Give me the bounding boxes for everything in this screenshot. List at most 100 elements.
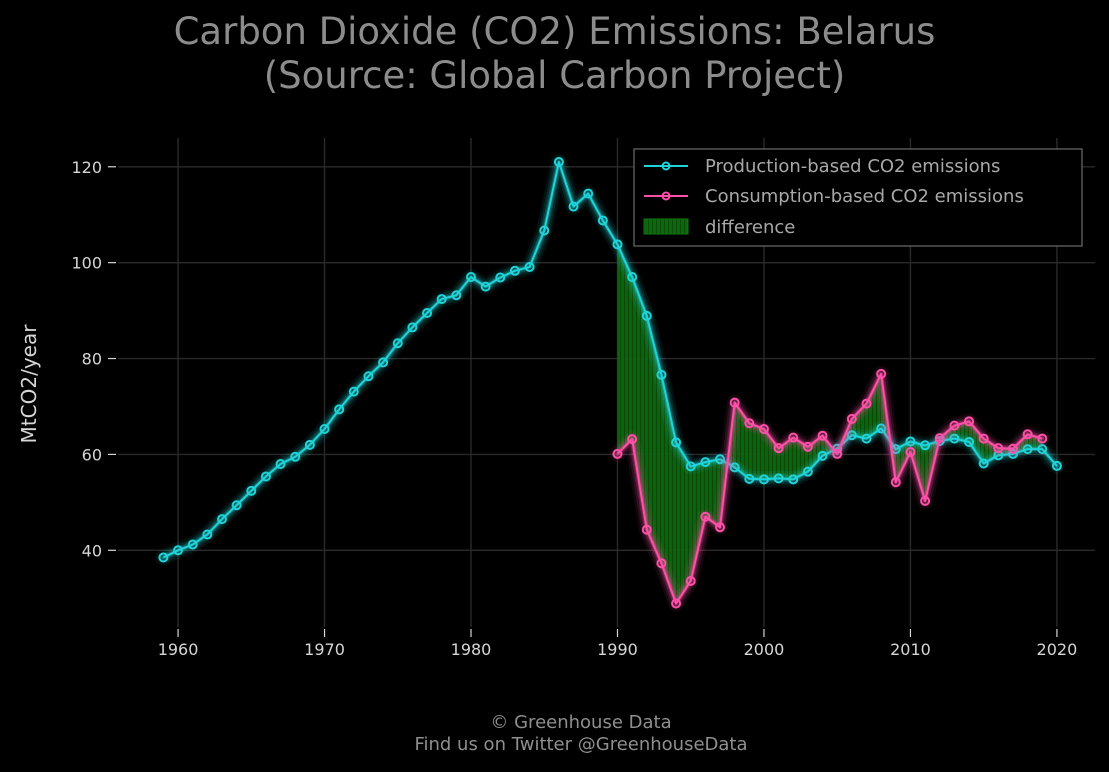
data-point: [363, 371, 374, 382]
data-point: [671, 598, 682, 609]
legend-consumption-label: Consumption-based CO2 emissions: [705, 186, 1024, 207]
data-point: [451, 290, 462, 301]
x-tick-label: 1970: [304, 640, 345, 659]
data-point: [964, 436, 975, 447]
data-point: [788, 432, 799, 443]
data-point: [480, 281, 491, 292]
data-point: [422, 307, 433, 318]
data-point: [612, 448, 623, 459]
x-tick-label: 2020: [1037, 640, 1078, 659]
x-tick-label: 1960: [158, 640, 199, 659]
data-point: [685, 575, 696, 586]
data-point: [407, 322, 418, 333]
data-point: [876, 423, 887, 434]
data-point: [993, 443, 1004, 454]
data-point: [304, 439, 315, 450]
legend-box: [633, 148, 1083, 247]
data-point: [744, 473, 755, 484]
data-point: [553, 156, 564, 167]
data-point: [216, 514, 227, 525]
data-point: [1022, 444, 1033, 455]
data-point: [290, 451, 301, 462]
data-point: [260, 471, 271, 482]
data-point: [846, 430, 857, 441]
data-point: [348, 386, 359, 397]
x-tick-label: 2000: [744, 640, 785, 659]
data-point: [978, 458, 989, 469]
data-point: [788, 474, 799, 485]
data-point: [758, 474, 769, 485]
data-point: [758, 424, 769, 435]
data-point: [583, 188, 594, 199]
data-point: [246, 485, 257, 496]
data-point: [817, 430, 828, 441]
data-point: [920, 495, 931, 506]
y-tick-label: 60: [82, 445, 102, 464]
x-tick-label: 2010: [890, 640, 931, 659]
series-lines: [155, 153, 1065, 612]
data-point: [231, 500, 242, 511]
data-point: [817, 450, 828, 461]
data-point: [539, 225, 550, 236]
data-point: [597, 215, 608, 226]
data-point: [861, 433, 872, 444]
data-point: [627, 434, 638, 445]
data-point: [1037, 444, 1048, 455]
data-point: [715, 454, 726, 465]
data-point: [890, 477, 901, 488]
data-point: [715, 522, 726, 533]
data-point: [802, 441, 813, 452]
y-tick-label: 80: [82, 350, 102, 369]
legend-production-label: Production-based CO2 emissions: [705, 156, 1000, 177]
data-point: [656, 369, 667, 380]
data-point: [905, 436, 916, 447]
footer-twitter: Find us on Twitter @GreenhouseData: [414, 734, 748, 755]
data-point: [641, 524, 652, 535]
series-consumption: [609, 365, 1051, 612]
chart-title-line-1: Carbon Dioxide (CO2) Emissions: Belarus: [173, 10, 936, 53]
data-point: [700, 457, 711, 468]
data-point: [700, 511, 711, 522]
data-point: [905, 447, 916, 458]
y-tick-label: 40: [82, 541, 102, 560]
data-point: [773, 443, 784, 454]
data-point: [832, 448, 843, 459]
data-point: [978, 433, 989, 444]
data-point: [627, 272, 638, 283]
data-point: [158, 552, 169, 563]
data-point: [671, 437, 682, 448]
data-point: [466, 272, 477, 283]
data-point: [612, 239, 623, 250]
data-point: [202, 529, 213, 540]
data-point: [729, 397, 740, 408]
data-point: [334, 404, 345, 415]
data-point: [509, 265, 520, 276]
data-point: [568, 201, 579, 212]
data-point: [495, 272, 506, 283]
data-point: [802, 466, 813, 477]
data-point: [861, 398, 872, 409]
series-production: [155, 153, 1065, 566]
data-point: [1007, 443, 1018, 454]
y-tick-label: 100: [71, 254, 102, 273]
data-point: [949, 433, 960, 444]
axis-ticks: 1960 1970 1980 1990 2000 2010 2020 40 60 80 100 120: [71, 158, 1077, 659]
data-point: [1022, 429, 1033, 440]
data-point: [275, 459, 286, 469]
legend-difference-swatch: [643, 218, 689, 235]
data-point: [685, 461, 696, 472]
legend: Production-based CO2 emissions Consumpti…: [633, 148, 1083, 247]
data-point: [1007, 448, 1018, 459]
y-axis-label: MtCO2/year: [17, 324, 41, 444]
data-point: [920, 440, 931, 451]
data-point: [436, 294, 447, 305]
y-tick-label: 120: [71, 158, 102, 177]
data-point: [392, 338, 403, 349]
legend-consumption-marker: [661, 191, 671, 201]
data-point: [729, 462, 740, 473]
x-tick-label: 1990: [597, 640, 638, 659]
data-point: [964, 416, 975, 427]
chart-title-line-2: (Source: Global Carbon Project): [263, 54, 846, 97]
data-point: [744, 418, 755, 429]
